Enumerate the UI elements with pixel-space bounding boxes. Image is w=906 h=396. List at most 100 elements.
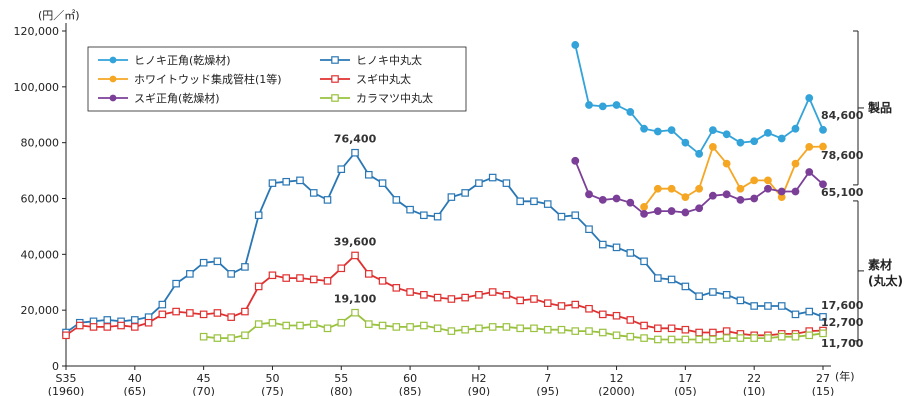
data-point	[640, 334, 648, 342]
annotation-label: 12,700	[821, 316, 864, 329]
x-tick-label: 17	[678, 372, 692, 385]
data-point	[296, 274, 304, 282]
data-point	[653, 207, 662, 215]
x-tick-sublabel: (85)	[399, 385, 422, 396]
data-point	[89, 323, 98, 331]
x-tick-label: 7	[544, 372, 551, 385]
data-point	[461, 325, 469, 334]
data-point	[681, 138, 690, 147]
data-point	[557, 302, 566, 310]
data-point	[722, 190, 731, 199]
data-point	[475, 291, 483, 299]
x-tick-label: 45	[197, 372, 211, 385]
data-point	[199, 310, 208, 319]
data-point	[750, 334, 758, 342]
x-tick-label: 22	[747, 372, 761, 385]
data-point	[681, 282, 690, 291]
data-point	[282, 321, 291, 330]
x-tick-sublabel: (95)	[536, 385, 559, 396]
data-point	[722, 327, 731, 335]
group-label: (丸太)	[868, 273, 903, 288]
series-line-5	[203, 311, 824, 341]
data-point	[323, 324, 332, 333]
data-point	[667, 275, 676, 284]
data-point	[681, 193, 690, 202]
data-point	[254, 211, 263, 220]
data-point	[186, 270, 194, 278]
data-point	[764, 176, 772, 185]
data-point	[420, 291, 428, 299]
data-point	[475, 179, 483, 187]
data-point	[420, 321, 428, 330]
data-point	[777, 187, 786, 196]
data-point	[612, 101, 621, 109]
data-point	[805, 307, 814, 316]
data-point	[420, 211, 428, 220]
data-point	[819, 125, 827, 134]
data-point	[805, 168, 814, 176]
data-point	[750, 302, 758, 310]
data-point	[158, 310, 167, 319]
data-point	[805, 331, 814, 340]
data-point	[640, 209, 648, 218]
data-point	[626, 249, 635, 257]
data-point	[282, 274, 291, 282]
data-point	[488, 288, 497, 296]
data-point	[791, 124, 800, 133]
data-point	[654, 324, 662, 333]
data-point	[447, 327, 456, 335]
data-point	[722, 291, 731, 299]
data-point	[227, 270, 235, 278]
data-point	[640, 202, 648, 211]
data-point	[213, 257, 222, 266]
data-point	[406, 205, 414, 214]
data-point	[667, 324, 676, 333]
data-point	[571, 300, 580, 309]
data-point	[777, 134, 786, 143]
data-point	[722, 159, 731, 168]
legend-label: ヒノキ正角(乾燥材)	[134, 53, 231, 67]
y-tick-label: 0	[52, 360, 59, 373]
data-point	[681, 335, 690, 344]
data-point	[819, 329, 827, 338]
x-tick-label: H2	[471, 372, 486, 385]
data-point	[653, 127, 662, 136]
data-point	[543, 200, 552, 208]
data-point	[819, 180, 827, 189]
legend-swatch-marker	[331, 94, 339, 102]
data-point	[62, 331, 70, 340]
data-point	[736, 184, 745, 193]
x-tick-sublabel: (10)	[743, 385, 766, 396]
data-point	[309, 189, 318, 197]
x-unit-label: (年)	[835, 369, 855, 383]
data-point	[351, 308, 359, 317]
data-point	[805, 94, 814, 102]
data-point	[323, 196, 332, 204]
x-tick-label: 50	[265, 372, 279, 385]
x-tick-label: 40	[128, 372, 142, 385]
data-point	[475, 324, 483, 333]
annotation-label: 11,700	[821, 337, 864, 350]
x-tick-sublabel: (90)	[468, 385, 491, 396]
data-point	[488, 173, 497, 182]
data-point	[282, 177, 291, 186]
legend-swatch-marker	[109, 56, 117, 64]
data-point	[309, 275, 318, 284]
data-point	[695, 335, 703, 344]
data-point	[516, 197, 525, 206]
data-point	[667, 126, 676, 135]
x-tick-sublabel: (15)	[812, 385, 835, 396]
annotation-label: 19,100	[334, 293, 377, 306]
data-point	[337, 318, 346, 327]
x-tick-sublabel: (70)	[192, 385, 215, 396]
y-tick-label: 20,000	[21, 304, 60, 317]
data-point	[433, 324, 442, 333]
data-point	[351, 251, 359, 260]
data-point	[103, 316, 112, 324]
data-point	[433, 293, 442, 302]
data-point	[736, 296, 745, 305]
data-point	[571, 156, 580, 165]
series-line-3	[65, 151, 824, 334]
data-point	[323, 277, 332, 285]
